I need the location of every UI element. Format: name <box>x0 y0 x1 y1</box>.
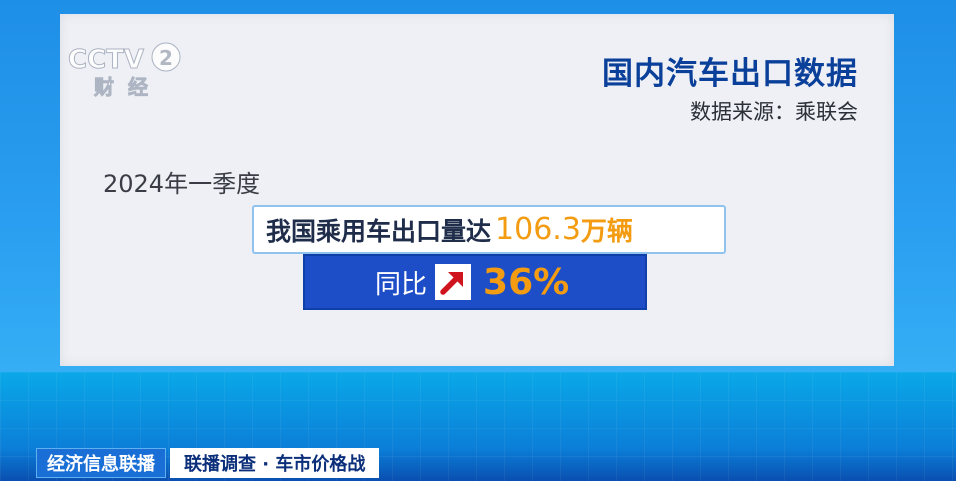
logo-channel: CCTV <box>68 45 144 75</box>
headline-box: 我国乘用车出口量达 106.3 万辆 <box>252 205 726 254</box>
data-source: 数据来源：乘联会 <box>690 100 858 124</box>
topic-name: 联播调查 · 车市价格战 <box>170 448 380 478</box>
yoy-box: 同比 36% <box>303 254 647 310</box>
program-name: 经济信息联播 <box>36 448 166 478</box>
page-title: 国内汽车出口数据 <box>602 56 858 92</box>
arrow-svg <box>440 272 464 295</box>
period-label: 2024年一季度 <box>103 170 261 198</box>
headline-text: 我国乘用车出口量达 <box>266 216 492 246</box>
headline-value: 106.3 <box>495 212 581 247</box>
arrow-up-right-icon <box>435 264 472 300</box>
logo-subtitle: 财经 <box>94 75 162 98</box>
logo-number: 2 <box>159 46 173 70</box>
news-ticker: 经济信息联播 联播调查 · 车市价格战 <box>36 448 380 478</box>
yoy-label: 同比 <box>375 269 428 300</box>
cctv2-logo: CCTV 2 财经 <box>68 42 181 98</box>
yoy-value: 36% <box>483 261 570 303</box>
logo-circle <box>151 42 181 72</box>
headline-unit: 万辆 <box>580 217 633 247</box>
